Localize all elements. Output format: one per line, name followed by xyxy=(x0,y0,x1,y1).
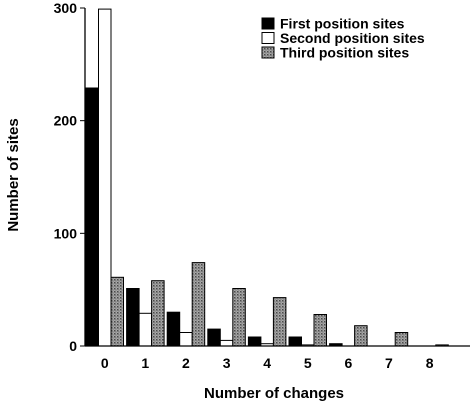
bar-third-position-sites-3 xyxy=(232,288,246,347)
bar-third-position-sites-1 xyxy=(151,280,165,347)
x-axis-title: Number of changes xyxy=(204,385,344,402)
x-tick-label-4: 4 xyxy=(263,355,271,371)
x-tick-label-7: 7 xyxy=(385,355,393,371)
x-ticks-group: 0 1 2 3 4 5 6 7 8 xyxy=(101,355,434,371)
bar-second-position-sites-0 xyxy=(98,8,112,347)
bar-third-position-sites-0 xyxy=(110,276,124,347)
legend-swatch-second-position-sites xyxy=(261,32,275,44)
bar-second-position-sites-3 xyxy=(219,339,234,347)
y-tick-label-0: 0 xyxy=(69,338,77,354)
bar-third-position-sites-4 xyxy=(272,297,287,347)
bar-first-position-sites-0 xyxy=(85,87,99,347)
bar-first-position-sites-4 xyxy=(247,336,262,347)
x-tick-label-6: 6 xyxy=(345,355,353,371)
bars-group xyxy=(85,8,449,347)
bar-first-position-sites-2 xyxy=(166,311,181,347)
y-axis-title: Number of sites xyxy=(5,118,22,231)
legend-label-first-position-sites: First position sites xyxy=(280,16,405,32)
x-tick-label-3: 3 xyxy=(223,355,231,371)
bar-third-position-sites-7 xyxy=(394,332,409,347)
x-tick-label-2: 2 xyxy=(182,355,190,371)
bar-first-position-sites-1 xyxy=(126,288,140,347)
bar-first-position-sites-3 xyxy=(207,328,221,347)
bar-third-position-sites-5 xyxy=(313,314,327,347)
bar-third-position-sites-6 xyxy=(354,325,368,347)
axes-group xyxy=(84,8,470,347)
x-tick-label-8: 8 xyxy=(426,355,434,371)
legend-swatch-third-position-sites xyxy=(261,46,275,59)
bar-second-position-sites-2 xyxy=(179,332,193,347)
y-tick-label-100: 100 xyxy=(54,225,78,241)
legend-label-third-position-sites: Third position sites xyxy=(280,45,409,61)
x-tick-label-5: 5 xyxy=(304,355,312,371)
y-ticks-group: 0 100 200 300 xyxy=(54,0,85,354)
bar-second-position-sites-1 xyxy=(138,312,153,347)
x-tick-label-0: 0 xyxy=(101,355,109,371)
y-tick-label-300: 300 xyxy=(54,0,78,16)
legend-swatch-first-position-sites xyxy=(261,17,275,30)
y-tick-label-200: 200 xyxy=(54,113,78,129)
legend-label-second-position-sites: Second position sites xyxy=(280,30,425,46)
x-tick-label-1: 1 xyxy=(141,355,149,371)
bar-third-position-sites-2 xyxy=(191,262,206,347)
bar-first-position-sites-5 xyxy=(288,336,302,347)
